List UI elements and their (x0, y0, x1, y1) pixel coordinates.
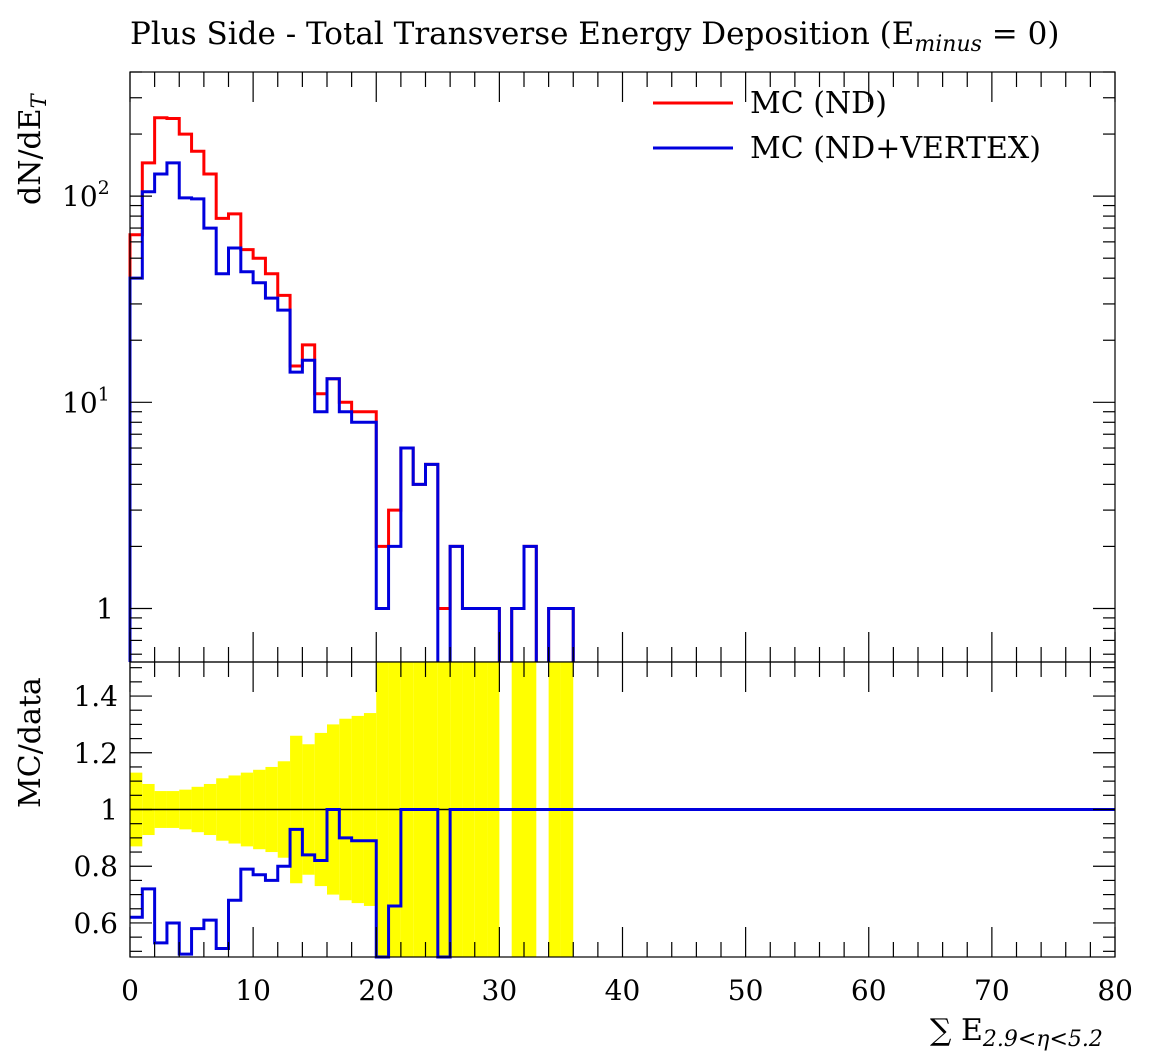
ratio-plot-series (130, 808, 1115, 959)
x-tick-label: 30 (482, 974, 518, 1007)
chart-title: Plus Side - Total Transverse Energy Depo… (130, 16, 1059, 57)
legend-label-mc-nd: MC (ND) (750, 86, 887, 121)
lower-plot-axes: 0.6 0.8 1 1.2 1.4 0 10 20 30 40 50 60 70 80 (73, 662, 1133, 1007)
legend-label-mc-nd-vertex: MC (ND+VERTEX) (750, 131, 1041, 166)
ratio-y-tick-label: 0.6 (73, 907, 118, 940)
y-tick-label: 102 (62, 177, 110, 213)
x-tick-label: 80 (1097, 974, 1133, 1007)
legend: MC (ND) MC (ND+VERTEX) (653, 86, 1041, 166)
x-tick-label: 40 (605, 974, 641, 1007)
y-tick-label: 1 (96, 592, 114, 625)
x-tick-label: 60 (851, 974, 887, 1007)
ratio-y-tick-label: 0.8 (73, 850, 118, 883)
x-axis-label: ∑ E2.9<η<5.2 (930, 1013, 1103, 1052)
ratio-y-tick-label: 1.2 (73, 737, 118, 770)
ratio-y-tick-label: 1 (100, 794, 118, 827)
upper-plot-axes: 102 101 1 (62, 71, 1116, 662)
ratio-line-mc-nd-vertex (130, 808, 1115, 959)
x-tick-label: 20 (358, 974, 394, 1007)
upper-y-axis-label: dN/dET (13, 92, 51, 205)
x-tick-label: 0 (121, 974, 139, 1007)
ratio-y-tick-label: 1.4 (73, 680, 118, 713)
lower-y-axis-label: MC/data (13, 677, 48, 808)
x-tick-label: 10 (235, 974, 271, 1007)
x-tick-label: 70 (974, 974, 1010, 1007)
series-line-mc-nd-vertex (128, 161, 575, 662)
y-tick-label: 101 (62, 383, 110, 419)
upper-plot-series (128, 116, 575, 662)
lower-plot-frame (129, 661, 1116, 958)
x-tick-label: 50 (728, 974, 764, 1007)
